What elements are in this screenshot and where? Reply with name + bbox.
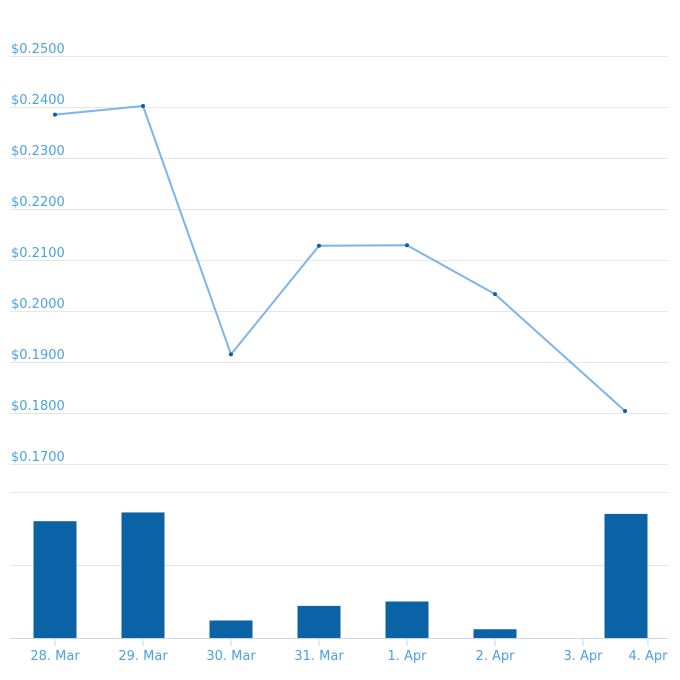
price-y-tick-label: $0.2300 <box>11 144 65 159</box>
volume-gridlines <box>10 492 668 566</box>
x-tick-label: 30. Mar <box>206 649 256 664</box>
price-y-tick-label: $0.2400 <box>11 93 65 108</box>
volume-bar <box>385 601 429 638</box>
x-tick-label: 1. Apr <box>387 649 427 664</box>
price-y-tick-label: $0.2000 <box>11 297 65 312</box>
x-axis: 28. Mar 29. Mar 30. Mar 31. Mar 1. Apr 2. Apr… <box>10 638 668 664</box>
volume-bar <box>121 512 165 638</box>
x-tick-label: 28. Mar <box>30 649 80 664</box>
x-tick-label: 29. Mar <box>118 649 168 664</box>
price-point <box>317 243 321 248</box>
price-y-tick-label: $0.1700 <box>11 450 65 465</box>
price-y-tick-label: $0.1800 <box>11 399 65 414</box>
volume-bar <box>33 521 77 638</box>
x-tick-label: 2. Apr <box>475 649 515 664</box>
price-gridlines <box>10 56 668 465</box>
price-point <box>229 352 233 357</box>
price-line <box>54 104 626 412</box>
volume-bar <box>297 605 341 638</box>
price-y-tick-label: $0.2100 <box>11 246 65 261</box>
price-point <box>405 243 409 248</box>
price-y-tick-label: $0.2500 <box>11 42 65 57</box>
price-point <box>141 103 145 108</box>
price-y-tick-label: $0.1900 <box>11 348 65 363</box>
volume-bar <box>473 629 517 638</box>
volume-bar <box>209 620 253 638</box>
x-tick-label: 4. Apr <box>628 649 668 664</box>
price-point <box>623 408 627 413</box>
x-tick-label: 31. Mar <box>294 649 344 664</box>
price-markers <box>53 103 627 413</box>
price-line-series <box>54 104 626 412</box>
volume-bar <box>604 513 648 638</box>
price-point <box>493 292 497 297</box>
price-point <box>53 112 57 117</box>
price-y-tick-label: $0.2200 <box>11 195 65 210</box>
price-y-axis-labels: $0.1700 $0.1800 $0.1900 $0.2000 $0.2100 $0.22… <box>11 42 65 465</box>
x-tick-label: 3. Apr <box>563 649 603 664</box>
volume-bars <box>33 512 648 638</box>
